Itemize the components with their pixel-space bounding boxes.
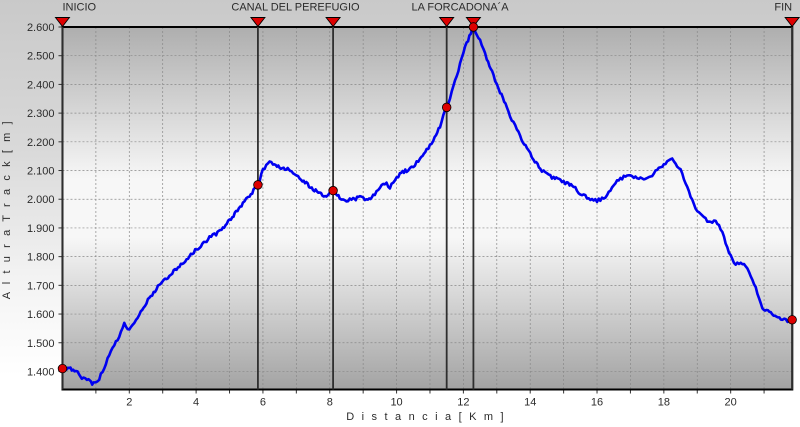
svg-text:CANAL DEL PEREFUGIO: CANAL DEL PEREFUGIO bbox=[231, 2, 360, 14]
svg-text:2: 2 bbox=[126, 397, 132, 409]
svg-text:14: 14 bbox=[524, 397, 536, 409]
svg-text:16: 16 bbox=[591, 397, 603, 409]
svg-text:10: 10 bbox=[390, 397, 402, 409]
svg-text:1.400: 1.400 bbox=[27, 366, 55, 378]
svg-text:6: 6 bbox=[260, 397, 266, 409]
svg-text:LA FORCADONA´A: LA FORCADONA´A bbox=[411, 2, 509, 14]
svg-text:18: 18 bbox=[658, 397, 670, 409]
svg-text:12: 12 bbox=[457, 397, 469, 409]
svg-text:2.000: 2.000 bbox=[27, 194, 55, 206]
svg-text:A l t u r a T r a c k [ m: A l t u r a T r a c k [ m ] bbox=[1, 119, 13, 299]
svg-text:20: 20 bbox=[725, 397, 737, 409]
svg-text:2.500: 2.500 bbox=[27, 51, 55, 63]
svg-text:1.900: 1.900 bbox=[27, 223, 55, 235]
svg-text:2.600: 2.600 bbox=[27, 22, 55, 34]
svg-text:1.700: 1.700 bbox=[27, 280, 55, 292]
svg-text:4: 4 bbox=[193, 397, 199, 409]
svg-text:8: 8 bbox=[327, 397, 333, 409]
svg-text:FIN: FIN bbox=[774, 2, 792, 14]
svg-text:2.300: 2.300 bbox=[27, 108, 55, 120]
svg-text:1.600: 1.600 bbox=[27, 309, 55, 321]
svg-text:2.100: 2.100 bbox=[27, 166, 55, 178]
svg-text:1.800: 1.800 bbox=[27, 252, 55, 264]
svg-text:INICIO: INICIO bbox=[62, 2, 96, 14]
svg-text:2.200: 2.200 bbox=[27, 137, 55, 149]
svg-text:2.400: 2.400 bbox=[27, 79, 55, 91]
svg-text:1.500: 1.500 bbox=[27, 338, 55, 350]
svg-text:D i s t a n c i a [ K m ]: D i s t a n c i a [ K m ] bbox=[346, 411, 506, 423]
